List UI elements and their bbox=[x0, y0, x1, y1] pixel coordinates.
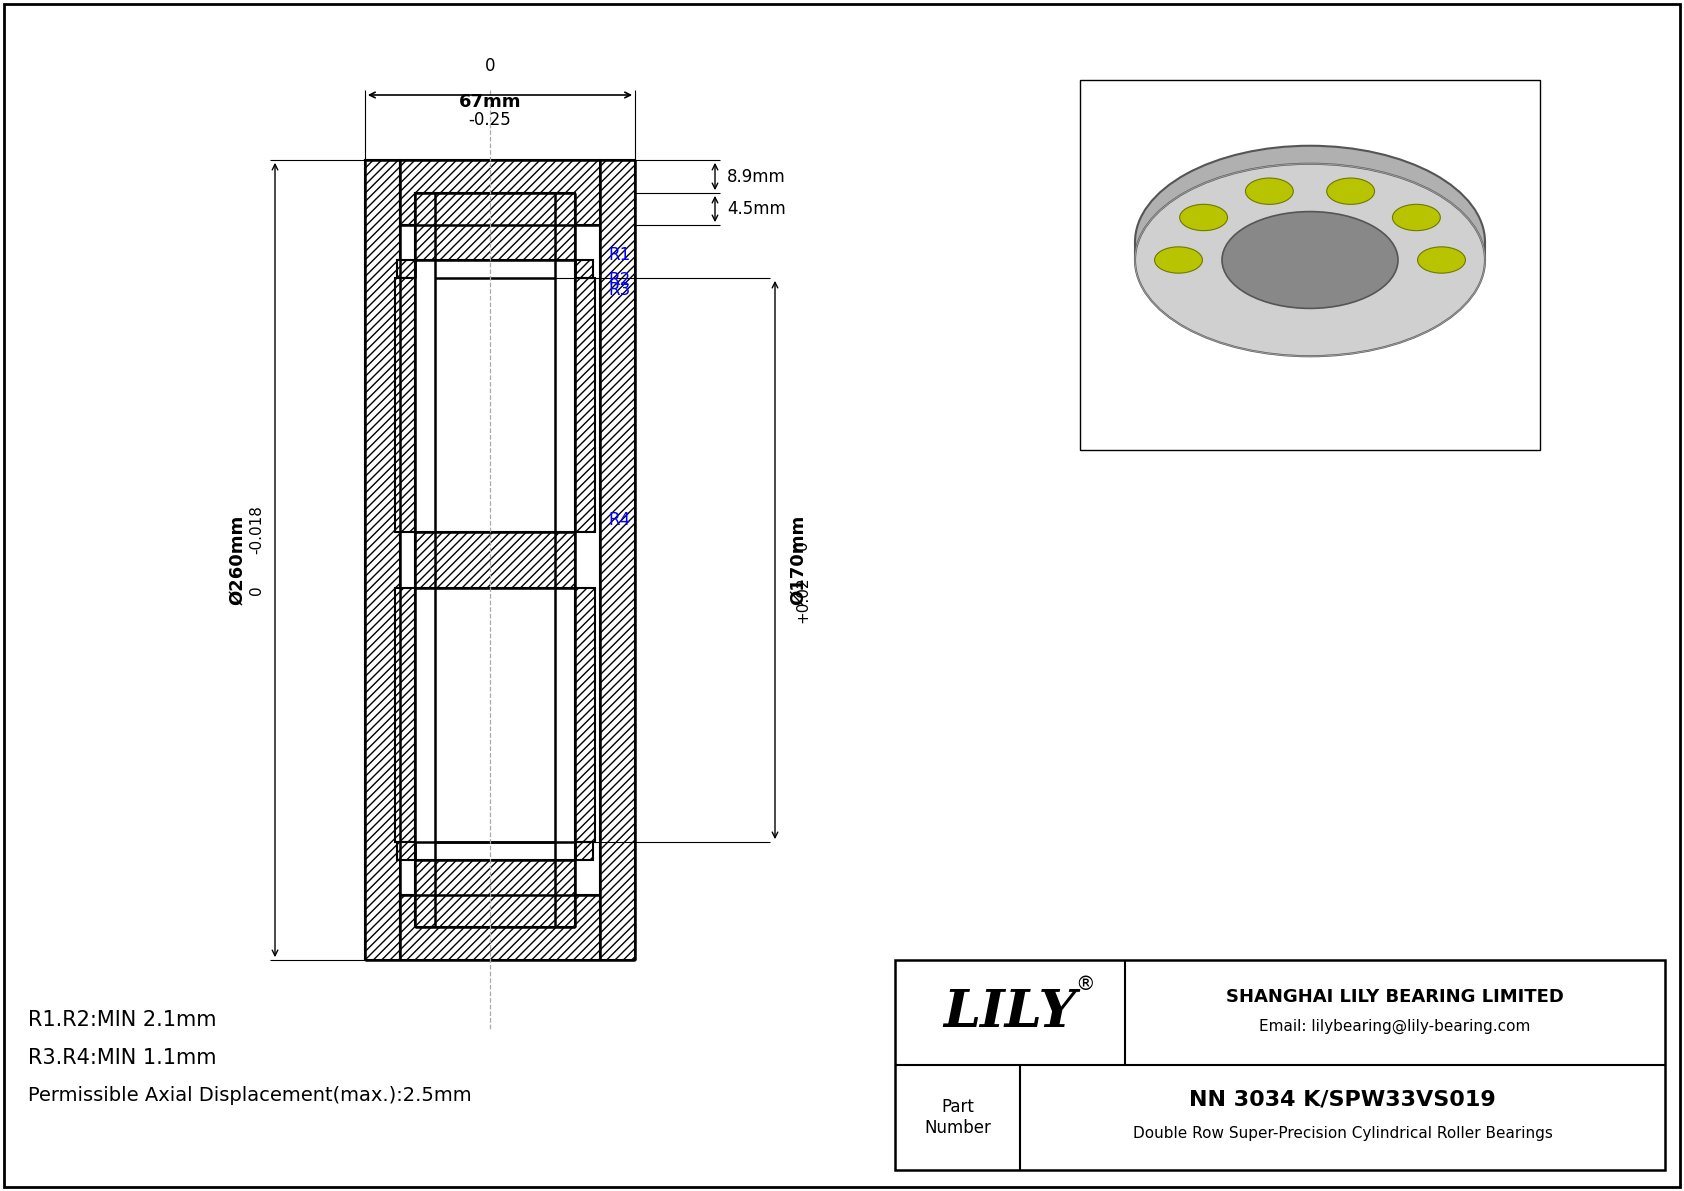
Ellipse shape bbox=[1180, 205, 1228, 231]
Text: NN 3034 K/SPW33VS019: NN 3034 K/SPW33VS019 bbox=[1189, 1090, 1495, 1110]
Bar bbox=[894, 960, 1665, 1170]
Bar bbox=[414, 860, 574, 927]
Ellipse shape bbox=[1393, 205, 1440, 231]
Bar bbox=[414, 193, 574, 260]
Text: Ø170mm: Ø170mm bbox=[790, 515, 807, 605]
Text: R2: R2 bbox=[608, 272, 630, 289]
Ellipse shape bbox=[1135, 163, 1485, 356]
Ellipse shape bbox=[1135, 145, 1485, 338]
Text: ®: ® bbox=[1074, 975, 1095, 994]
Bar bbox=[1079, 80, 1539, 450]
Bar bbox=[414, 532, 574, 588]
Text: R1.R2:MIN 2.1mm: R1.R2:MIN 2.1mm bbox=[29, 1010, 217, 1030]
Text: Ø260mm: Ø260mm bbox=[227, 515, 246, 605]
Text: SHANGHAI LILY BEARING LIMITED: SHANGHAI LILY BEARING LIMITED bbox=[1226, 987, 1564, 1005]
Bar bbox=[574, 842, 593, 860]
Ellipse shape bbox=[1155, 247, 1202, 273]
Text: R4: R4 bbox=[608, 511, 630, 529]
Text: 4.5mm: 4.5mm bbox=[727, 200, 786, 218]
Text: R3.R4:MIN 1.1mm: R3.R4:MIN 1.1mm bbox=[29, 1048, 217, 1068]
Text: Email: lilybearing@lily-bearing.com: Email: lilybearing@lily-bearing.com bbox=[1260, 1018, 1531, 1034]
Bar bbox=[396, 278, 414, 532]
Text: Part
Number: Part Number bbox=[925, 1098, 990, 1137]
Bar bbox=[574, 260, 593, 278]
Text: R1: R1 bbox=[608, 247, 630, 264]
Text: 0: 0 bbox=[249, 585, 264, 594]
Text: Double Row Super-Precision Cylindrical Roller Bearings: Double Row Super-Precision Cylindrical R… bbox=[1133, 1125, 1553, 1141]
Bar bbox=[365, 160, 401, 960]
Ellipse shape bbox=[1223, 194, 1398, 291]
Text: 8.9mm: 8.9mm bbox=[727, 168, 786, 186]
Text: -0.018: -0.018 bbox=[249, 505, 264, 555]
Bar bbox=[600, 160, 635, 960]
Ellipse shape bbox=[1418, 247, 1465, 273]
Text: R3: R3 bbox=[608, 281, 630, 299]
Bar bbox=[401, 894, 600, 960]
Text: 67mm: 67mm bbox=[458, 93, 522, 111]
Bar bbox=[574, 278, 594, 532]
Bar bbox=[401, 160, 600, 225]
Bar bbox=[396, 588, 414, 842]
Text: Permissible Axial Displacement(max.):2.5mm: Permissible Axial Displacement(max.):2.5… bbox=[29, 1086, 472, 1105]
Text: 0: 0 bbox=[485, 57, 495, 75]
Ellipse shape bbox=[1327, 179, 1374, 205]
Ellipse shape bbox=[1223, 212, 1398, 308]
Bar bbox=[397, 260, 414, 278]
Text: LILY: LILY bbox=[943, 987, 1076, 1039]
Bar bbox=[574, 588, 594, 842]
Text: -0.25: -0.25 bbox=[468, 111, 512, 129]
Bar bbox=[397, 842, 414, 860]
Text: 0: 0 bbox=[795, 541, 810, 550]
Text: +0.02: +0.02 bbox=[795, 576, 810, 623]
Ellipse shape bbox=[1246, 179, 1293, 205]
